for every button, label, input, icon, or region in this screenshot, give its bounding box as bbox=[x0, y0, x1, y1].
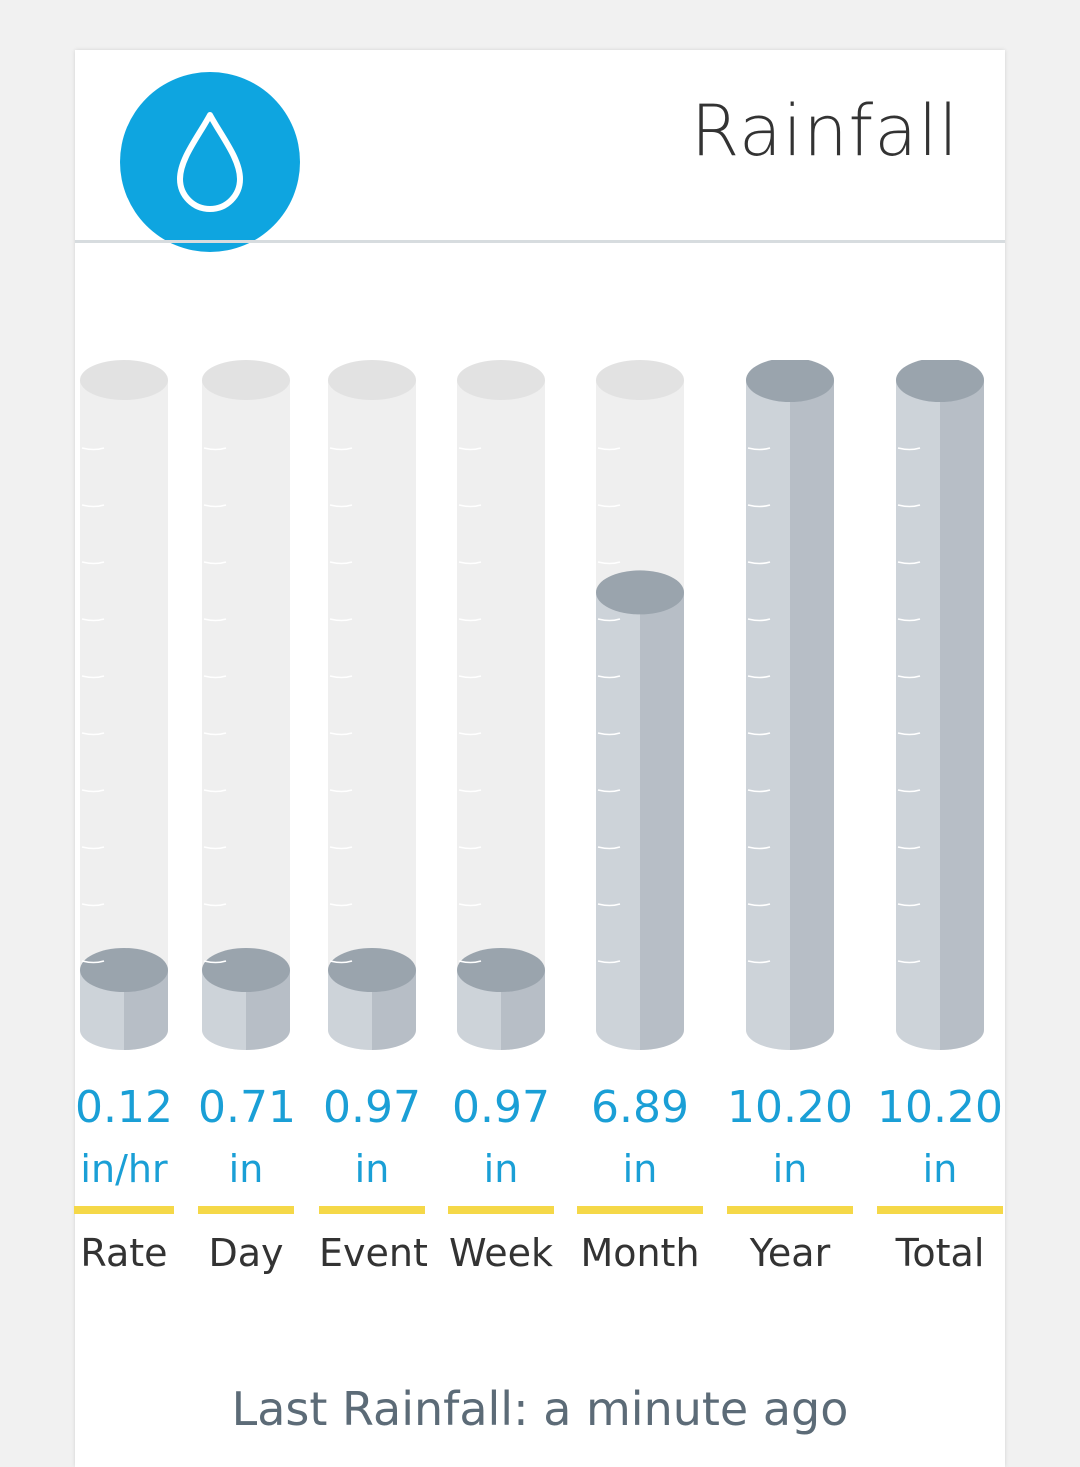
gauge-day bbox=[201, 360, 291, 1050]
reading-day-value: 0.71 bbox=[198, 1082, 296, 1133]
reading-week-label: Week bbox=[448, 1231, 554, 1275]
reading-month-label: Month bbox=[580, 1231, 700, 1275]
water-drop-icon bbox=[177, 112, 243, 212]
reading-month-underline bbox=[577, 1206, 703, 1214]
card-title: Rainfall bbox=[690, 90, 959, 172]
gauge-total-tube bbox=[896, 360, 984, 1050]
reading-total-value: 10.20 bbox=[877, 1082, 1003, 1133]
reading-month-unit: in bbox=[622, 1147, 658, 1191]
reading-event: 0.97 in Event bbox=[319, 1080, 428, 1278]
last-rainfall-text: Last Rainfall: a minute ago bbox=[231, 1382, 849, 1436]
reading-event-label: Event bbox=[319, 1231, 428, 1275]
gauge-month bbox=[595, 360, 685, 1050]
reading-rate-unit: in/hr bbox=[80, 1147, 168, 1191]
reading-week-value: 0.97 bbox=[452, 1082, 550, 1133]
rainfall-badge bbox=[120, 72, 300, 252]
gauge-year-fill bbox=[746, 380, 790, 1050]
reading-year-underline bbox=[727, 1206, 853, 1214]
reading-year: 10.20 in Year bbox=[727, 1080, 853, 1278]
gauge-day-tube bbox=[202, 360, 290, 1050]
reading-rate-underline bbox=[74, 1206, 174, 1214]
gauge-year-tube bbox=[746, 360, 834, 1050]
gauge-week bbox=[456, 360, 546, 1050]
reading-total-unit: in bbox=[922, 1147, 958, 1191]
reading-month-value: 6.89 bbox=[591, 1082, 689, 1133]
gauge-rate-tube bbox=[80, 360, 168, 1050]
reading-total: 10.20 in Total bbox=[877, 1080, 1003, 1278]
reading-week-underline bbox=[448, 1206, 554, 1214]
rainfall-card: Rainfall 0.12 in/hr Rate 0.71 in Day 0.97 in Eve… bbox=[74, 50, 1005, 1467]
reading-day-label: Day bbox=[208, 1231, 284, 1275]
gauge-rate bbox=[79, 360, 169, 1050]
gauge-month-fill bbox=[596, 592, 640, 1050]
gauge-event-tube bbox=[328, 360, 416, 1050]
gauge-row bbox=[75, 360, 1005, 1050]
gauge-event bbox=[327, 360, 417, 1050]
reading-day-underline bbox=[198, 1206, 294, 1214]
reading-year-value: 10.20 bbox=[727, 1082, 853, 1133]
gauge-total-fill bbox=[896, 380, 940, 1050]
reading-week-unit: in bbox=[483, 1147, 519, 1191]
reading-rate-value: 0.12 bbox=[75, 1082, 173, 1133]
reading-rate-label: Rate bbox=[80, 1231, 168, 1275]
reading-event-underline bbox=[319, 1206, 425, 1214]
reading-year-unit: in bbox=[772, 1147, 808, 1191]
reading-day-unit: in bbox=[228, 1147, 264, 1191]
gauge-month-tube bbox=[596, 360, 684, 1050]
reading-week: 0.97 in Week bbox=[448, 1080, 554, 1278]
reading-event-value: 0.97 bbox=[323, 1082, 421, 1133]
reading-month: 6.89 in Month bbox=[577, 1080, 703, 1278]
reading-total-label: Total bbox=[895, 1231, 985, 1275]
gauge-total bbox=[895, 360, 985, 1050]
reading-event-unit: in bbox=[354, 1147, 390, 1191]
header-divider bbox=[75, 240, 1005, 243]
reading-year-label: Year bbox=[749, 1231, 831, 1275]
reading-total-underline bbox=[877, 1206, 1003, 1214]
gauge-week-tube bbox=[457, 360, 545, 1050]
reading-rate: 0.12 in/hr Rate bbox=[74, 1080, 174, 1278]
gauge-year bbox=[745, 360, 835, 1050]
reading-day: 0.71 in Day bbox=[198, 1080, 296, 1278]
